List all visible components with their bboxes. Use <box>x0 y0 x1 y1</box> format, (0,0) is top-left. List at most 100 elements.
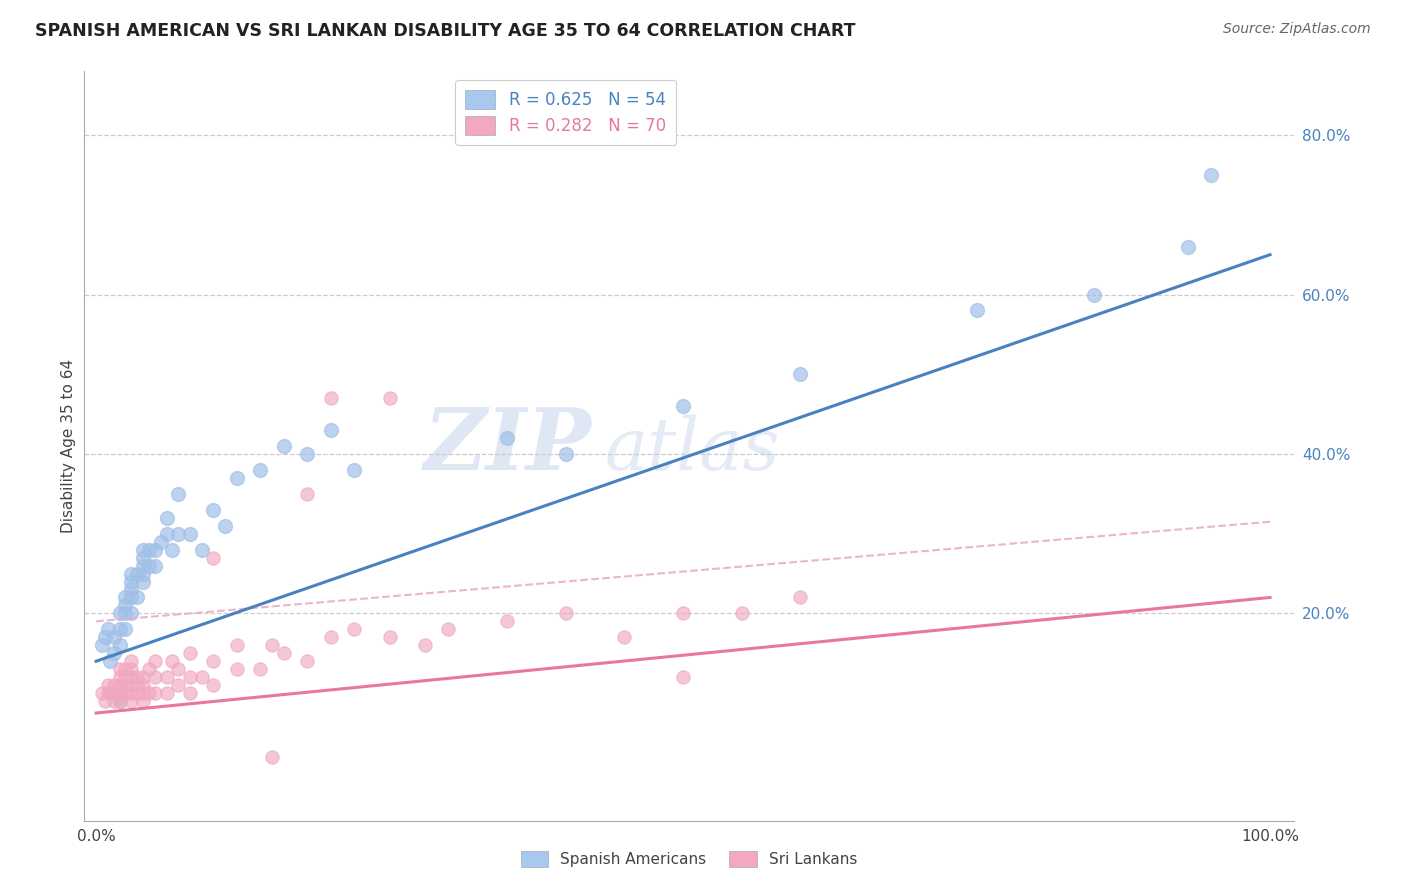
Point <box>132 694 155 708</box>
Point <box>249 463 271 477</box>
Text: atlas: atlas <box>605 415 780 485</box>
Point <box>731 607 754 621</box>
Point <box>202 550 225 565</box>
Point <box>120 662 142 676</box>
Point <box>143 670 166 684</box>
Point <box>114 686 136 700</box>
Point <box>120 591 142 605</box>
Point <box>966 303 988 318</box>
Point <box>273 646 295 660</box>
Point <box>167 678 190 692</box>
Point <box>108 623 131 637</box>
Point <box>143 686 166 700</box>
Point <box>297 487 319 501</box>
Point <box>202 502 225 516</box>
Point <box>127 686 149 700</box>
Point <box>378 391 401 405</box>
Point <box>202 678 225 692</box>
Point <box>297 447 319 461</box>
Point <box>179 526 201 541</box>
Point <box>98 686 121 700</box>
Point <box>108 694 131 708</box>
Point <box>114 670 136 684</box>
Point <box>127 678 149 692</box>
Point <box>127 591 149 605</box>
Point <box>114 607 136 621</box>
Point <box>162 542 184 557</box>
Point <box>149 534 172 549</box>
Point <box>202 654 225 668</box>
Point <box>120 678 142 692</box>
Point <box>103 630 125 644</box>
Point <box>94 694 117 708</box>
Point <box>343 623 366 637</box>
Point <box>297 654 319 668</box>
Point <box>179 646 201 660</box>
Point <box>132 558 155 573</box>
Point <box>167 526 190 541</box>
Point <box>103 646 125 660</box>
Point <box>437 623 460 637</box>
Point <box>127 670 149 684</box>
Point <box>108 694 131 708</box>
Point <box>249 662 271 676</box>
Point <box>190 670 212 684</box>
Legend: Spanish Americans, Sri Lankans: Spanish Americans, Sri Lankans <box>515 845 863 873</box>
Point <box>226 471 249 485</box>
Point <box>132 678 155 692</box>
Point <box>120 566 142 581</box>
Point <box>103 678 125 692</box>
Point <box>179 670 201 684</box>
Point <box>143 558 166 573</box>
Point <box>97 686 120 700</box>
Point <box>132 574 155 589</box>
Point <box>120 574 142 589</box>
Point <box>120 670 142 684</box>
Point <box>496 431 519 445</box>
Point <box>672 607 695 621</box>
Point <box>138 542 160 557</box>
Point <box>108 686 131 700</box>
Point <box>132 566 155 581</box>
Point <box>1083 287 1105 301</box>
Point <box>120 654 142 668</box>
Point <box>262 750 284 764</box>
Point <box>138 686 160 700</box>
Point <box>226 638 249 652</box>
Y-axis label: Disability Age 35 to 64: Disability Age 35 to 64 <box>60 359 76 533</box>
Point <box>138 662 160 676</box>
Point <box>132 542 155 557</box>
Point <box>190 542 212 557</box>
Point <box>319 391 342 405</box>
Point <box>114 662 136 676</box>
Point <box>413 638 436 652</box>
Point <box>108 638 131 652</box>
Point <box>120 694 142 708</box>
Point <box>262 638 284 652</box>
Text: Source: ZipAtlas.com: Source: ZipAtlas.com <box>1223 22 1371 37</box>
Point <box>319 423 342 437</box>
Point <box>496 615 519 629</box>
Point <box>179 686 201 700</box>
Point <box>114 591 136 605</box>
Point <box>103 694 125 708</box>
Point <box>789 368 811 382</box>
Point <box>91 686 114 700</box>
Point <box>167 662 190 676</box>
Point <box>132 550 155 565</box>
Point <box>167 487 190 501</box>
Point <box>162 654 184 668</box>
Point <box>114 599 136 613</box>
Text: SPANISH AMERICAN VS SRI LANKAN DISABILITY AGE 35 TO 64 CORRELATION CHART: SPANISH AMERICAN VS SRI LANKAN DISABILIT… <box>35 22 856 40</box>
Point <box>108 607 131 621</box>
Point <box>554 607 576 621</box>
Point <box>120 607 142 621</box>
Point <box>132 686 155 700</box>
Point <box>120 582 142 597</box>
Point <box>114 678 136 692</box>
Point <box>120 686 142 700</box>
Text: ZIP: ZIP <box>425 404 592 488</box>
Point <box>91 638 114 652</box>
Point <box>155 670 177 684</box>
Point <box>97 623 120 637</box>
